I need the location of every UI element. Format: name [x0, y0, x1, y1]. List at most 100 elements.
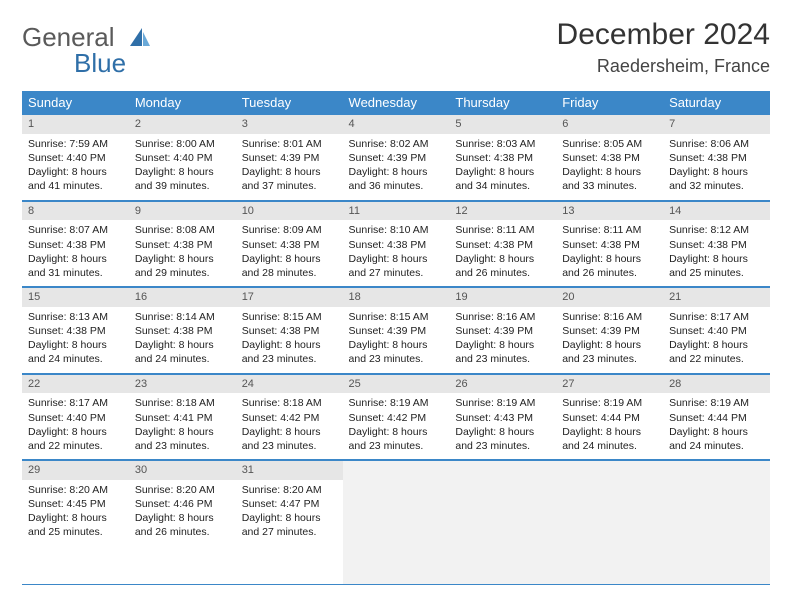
sunset-line: Sunset: 4:40 PM [28, 151, 123, 165]
calendar-row: 1Sunrise: 7:59 AMSunset: 4:40 PMDaylight… [22, 114, 770, 200]
day-body: Sunrise: 8:10 AMSunset: 4:38 PMDaylight:… [343, 220, 450, 286]
calendar-cell: 8Sunrise: 8:07 AMSunset: 4:38 PMDaylight… [22, 200, 129, 287]
calendar-cell: 13Sunrise: 8:11 AMSunset: 4:38 PMDayligh… [556, 200, 663, 287]
daylight-line: Daylight: 8 hours and 24 minutes. [669, 425, 764, 453]
sunset-line: Sunset: 4:39 PM [455, 324, 550, 338]
daylight-line: Daylight: 8 hours and 23 minutes. [562, 338, 657, 366]
sunset-line: Sunset: 4:43 PM [455, 411, 550, 425]
calendar-cell: 28Sunrise: 8:19 AMSunset: 4:44 PMDayligh… [663, 373, 770, 460]
sunset-line: Sunset: 4:38 PM [28, 324, 123, 338]
day-number: 14 [663, 201, 770, 221]
calendar-cell: 9Sunrise: 8:08 AMSunset: 4:38 PMDaylight… [129, 200, 236, 287]
day-number: 5 [449, 114, 556, 134]
sunset-line: Sunset: 4:38 PM [669, 151, 764, 165]
sunrise-line: Sunrise: 8:00 AM [135, 137, 230, 151]
calendar-cell: 14Sunrise: 8:12 AMSunset: 4:38 PMDayligh… [663, 200, 770, 287]
weekday-header: Sunday [22, 91, 129, 114]
calendar-table: SundayMondayTuesdayWednesdayThursdayFrid… [22, 91, 770, 585]
day-number: 23 [129, 374, 236, 394]
calendar-cell: 11Sunrise: 8:10 AMSunset: 4:38 PMDayligh… [343, 200, 450, 287]
calendar-cell: 6Sunrise: 8:05 AMSunset: 4:38 PMDaylight… [556, 114, 663, 200]
day-body: Sunrise: 8:20 AMSunset: 4:45 PMDaylight:… [22, 480, 129, 546]
calendar-cell: 26Sunrise: 8:19 AMSunset: 4:43 PMDayligh… [449, 373, 556, 460]
calendar-cell: 23Sunrise: 8:18 AMSunset: 4:41 PMDayligh… [129, 373, 236, 460]
day-number: 24 [236, 374, 343, 394]
calendar-row: 29Sunrise: 8:20 AMSunset: 4:45 PMDayligh… [22, 460, 770, 585]
sunrise-line: Sunrise: 8:07 AM [28, 223, 123, 237]
sunset-line: Sunset: 4:38 PM [135, 324, 230, 338]
sunrise-line: Sunrise: 8:15 AM [349, 310, 444, 324]
sunset-line: Sunset: 4:39 PM [349, 151, 444, 165]
day-number: 22 [22, 374, 129, 394]
daylight-line: Daylight: 8 hours and 34 minutes. [455, 165, 550, 193]
sunrise-line: Sunrise: 8:17 AM [669, 310, 764, 324]
calendar-cell: 17Sunrise: 8:15 AMSunset: 4:38 PMDayligh… [236, 287, 343, 374]
sunrise-line: Sunrise: 8:19 AM [455, 396, 550, 410]
day-body: Sunrise: 8:06 AMSunset: 4:38 PMDaylight:… [663, 134, 770, 200]
daylight-line: Daylight: 8 hours and 31 minutes. [28, 252, 123, 280]
calendar-cell: 18Sunrise: 8:15 AMSunset: 4:39 PMDayligh… [343, 287, 450, 374]
daylight-line: Daylight: 8 hours and 23 minutes. [135, 425, 230, 453]
calendar-row: 15Sunrise: 8:13 AMSunset: 4:38 PMDayligh… [22, 287, 770, 374]
day-number: 11 [343, 201, 450, 221]
weekday-header: Wednesday [343, 91, 450, 114]
sunrise-line: Sunrise: 8:02 AM [349, 137, 444, 151]
day-body: Sunrise: 8:19 AMSunset: 4:44 PMDaylight:… [556, 393, 663, 459]
daylight-line: Daylight: 8 hours and 29 minutes. [135, 252, 230, 280]
weekday-header: Thursday [449, 91, 556, 114]
day-body: Sunrise: 8:18 AMSunset: 4:41 PMDaylight:… [129, 393, 236, 459]
sunset-line: Sunset: 4:38 PM [455, 238, 550, 252]
day-number: 19 [449, 287, 556, 307]
sunset-line: Sunset: 4:44 PM [562, 411, 657, 425]
calendar-cell: 1Sunrise: 7:59 AMSunset: 4:40 PMDaylight… [22, 114, 129, 200]
sunset-line: Sunset: 4:42 PM [349, 411, 444, 425]
sunrise-line: Sunrise: 8:20 AM [135, 483, 230, 497]
day-number: 27 [556, 374, 663, 394]
day-number: 21 [663, 287, 770, 307]
day-body: Sunrise: 8:03 AMSunset: 4:38 PMDaylight:… [449, 134, 556, 200]
day-number: 26 [449, 374, 556, 394]
sunset-line: Sunset: 4:38 PM [242, 324, 337, 338]
daylight-line: Daylight: 8 hours and 33 minutes. [562, 165, 657, 193]
day-body: Sunrise: 8:18 AMSunset: 4:42 PMDaylight:… [236, 393, 343, 459]
day-number: 7 [663, 114, 770, 134]
calendar-cell: 2Sunrise: 8:00 AMSunset: 4:40 PMDaylight… [129, 114, 236, 200]
calendar-body: 1Sunrise: 7:59 AMSunset: 4:40 PMDaylight… [22, 114, 770, 585]
calendar-cell [449, 460, 556, 585]
sunset-line: Sunset: 4:44 PM [669, 411, 764, 425]
calendar-cell: 19Sunrise: 8:16 AMSunset: 4:39 PMDayligh… [449, 287, 556, 374]
day-number: 15 [22, 287, 129, 307]
daylight-line: Daylight: 8 hours and 41 minutes. [28, 165, 123, 193]
sunrise-line: Sunrise: 8:19 AM [349, 396, 444, 410]
calendar-cell: 5Sunrise: 8:03 AMSunset: 4:38 PMDaylight… [449, 114, 556, 200]
day-number: 10 [236, 201, 343, 221]
sunrise-line: Sunrise: 8:17 AM [28, 396, 123, 410]
weekday-header: Tuesday [236, 91, 343, 114]
sunset-line: Sunset: 4:38 PM [562, 238, 657, 252]
day-body: Sunrise: 8:16 AMSunset: 4:39 PMDaylight:… [449, 307, 556, 373]
logo-text-2: Blue [74, 48, 126, 78]
daylight-line: Daylight: 8 hours and 27 minutes. [349, 252, 444, 280]
calendar-cell: 29Sunrise: 8:20 AMSunset: 4:45 PMDayligh… [22, 460, 129, 585]
day-number: 31 [236, 460, 343, 480]
day-number: 4 [343, 114, 450, 134]
day-body: Sunrise: 8:17 AMSunset: 4:40 PMDaylight:… [22, 393, 129, 459]
day-body: Sunrise: 8:01 AMSunset: 4:39 PMDaylight:… [236, 134, 343, 200]
sunrise-line: Sunrise: 8:15 AM [242, 310, 337, 324]
sunrise-line: Sunrise: 7:59 AM [28, 137, 123, 151]
header: General Blue December 2024 Raedersheim, … [22, 18, 770, 77]
daylight-line: Daylight: 8 hours and 23 minutes. [349, 338, 444, 366]
sunset-line: Sunset: 4:39 PM [562, 324, 657, 338]
sunset-line: Sunset: 4:38 PM [242, 238, 337, 252]
sunrise-line: Sunrise: 8:18 AM [242, 396, 337, 410]
daylight-line: Daylight: 8 hours and 37 minutes. [242, 165, 337, 193]
sunset-line: Sunset: 4:38 PM [455, 151, 550, 165]
day-body: Sunrise: 8:16 AMSunset: 4:39 PMDaylight:… [556, 307, 663, 373]
day-body: Sunrise: 8:09 AMSunset: 4:38 PMDaylight:… [236, 220, 343, 286]
calendar-cell: 27Sunrise: 8:19 AMSunset: 4:44 PMDayligh… [556, 373, 663, 460]
daylight-line: Daylight: 8 hours and 26 minutes. [455, 252, 550, 280]
sunrise-line: Sunrise: 8:20 AM [242, 483, 337, 497]
sunset-line: Sunset: 4:38 PM [562, 151, 657, 165]
sunrise-line: Sunrise: 8:19 AM [669, 396, 764, 410]
sunrise-line: Sunrise: 8:14 AM [135, 310, 230, 324]
